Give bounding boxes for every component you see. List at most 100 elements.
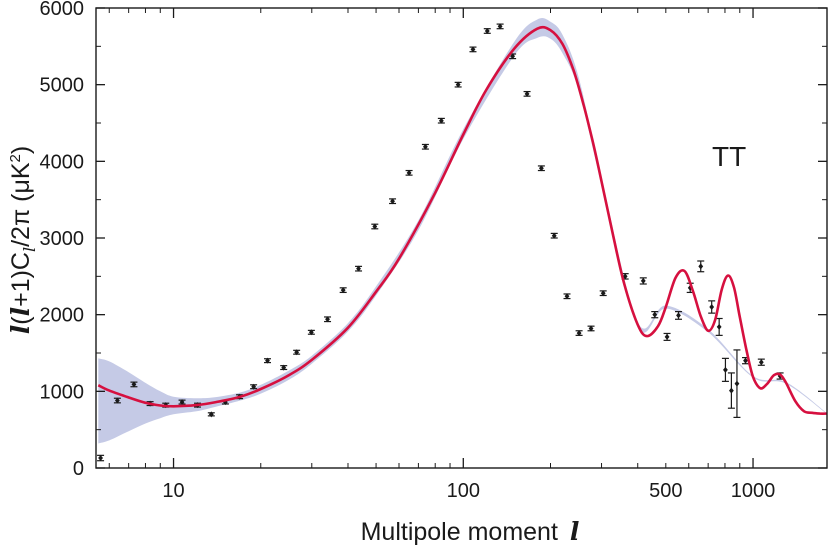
data-point [280, 364, 288, 371]
data-point [389, 198, 397, 205]
data-point [405, 169, 413, 176]
data-point [496, 23, 504, 30]
data-point-marker [208, 411, 214, 418]
data-point [697, 260, 705, 273]
y-tick-label: 1000 [40, 381, 85, 403]
uncertainty-band [98, 18, 828, 444]
y-tick-label: 5000 [40, 75, 85, 97]
data-point [674, 311, 682, 320]
data-point [651, 311, 659, 319]
x-axis-title-symbol: l [570, 517, 580, 546]
data-point [324, 316, 332, 323]
model-curve-layer [97, 25, 828, 415]
y-axis-title-l2: l [6, 307, 35, 317]
data-point-marker [294, 349, 300, 356]
x-tick-label: 1000 [731, 480, 776, 502]
y-axis-title-l1: l [6, 325, 35, 335]
data-point [483, 28, 491, 34]
data-point [178, 399, 186, 406]
y-axis-title-close: ) [7, 146, 35, 154]
data-point-marker [422, 143, 428, 150]
data-point [339, 287, 347, 294]
data-point [575, 330, 583, 337]
data-point [307, 329, 315, 336]
data-point-marker [576, 330, 582, 337]
data-point-marker [524, 90, 530, 97]
data-point [207, 411, 215, 418]
data-point-marker [723, 366, 728, 373]
data-point-marker [588, 325, 594, 332]
y-axis-title-cl: +1)C [7, 252, 35, 307]
x-axis-title-text: Multipole moment [361, 518, 558, 546]
data-point [454, 81, 462, 88]
data-point-marker [510, 53, 516, 60]
y-tick-label: 3000 [40, 228, 85, 250]
data-point [721, 357, 729, 382]
data-point [437, 117, 445, 124]
y-axis-title-subscript: l [20, 247, 39, 252]
spectrum-annotation-tt: TT [712, 141, 746, 172]
y-axis-title: l(l+1)Cl/2π (μK2) [6, 146, 39, 334]
data-point-marker [251, 383, 257, 390]
data-point-marker [390, 198, 395, 205]
data-point [727, 372, 735, 409]
x-tick-label: 10 [162, 480, 184, 502]
data-point [663, 332, 671, 341]
y-tick-label: 6000 [40, 0, 85, 20]
data-point-marker [664, 333, 670, 340]
data-point-marker [676, 312, 681, 319]
data-point [742, 357, 750, 365]
uncertainty-band-layer [98, 18, 828, 444]
data-point [563, 293, 571, 300]
data-point [371, 223, 379, 230]
y-axis-title-units: /2π (μK [7, 162, 35, 247]
data-point-marker [281, 364, 287, 371]
data-point [113, 397, 121, 404]
data-point-marker [308, 329, 314, 336]
data-point [537, 165, 545, 172]
data-point [355, 265, 363, 272]
data-point [550, 232, 558, 239]
data-point-marker [709, 304, 715, 310]
data-point-marker [600, 290, 606, 297]
data-point-marker [98, 455, 103, 462]
data-point-marker [564, 293, 570, 300]
data-point [250, 383, 258, 390]
data-point [715, 317, 723, 336]
data-point-marker [743, 357, 748, 364]
y-axis-title-paren: ( [7, 316, 35, 325]
data-point-marker [455, 81, 461, 88]
data-point-marker [640, 277, 646, 284]
data-point-marker [728, 387, 734, 394]
data-point-marker [497, 23, 503, 30]
y-tick-label: 4000 [40, 151, 85, 173]
data-point [587, 325, 595, 332]
x-tick-label: 500 [649, 480, 682, 502]
data-point-marker [758, 359, 764, 366]
y-axis-title-superscript: 2 [7, 154, 24, 162]
data-point [639, 277, 647, 285]
data-point-marker [265, 357, 270, 364]
data-point [263, 357, 271, 364]
data-point [733, 349, 741, 418]
data-point [599, 290, 607, 297]
data-point [523, 90, 531, 97]
data-point-marker [406, 169, 412, 176]
data-point-marker [734, 380, 740, 387]
data-point [757, 358, 765, 366]
data-point-marker [325, 316, 330, 323]
data-point-marker [131, 381, 137, 388]
y-tick-label: 2000 [40, 305, 85, 327]
data-point-marker [698, 263, 704, 270]
data-point-marker [372, 223, 378, 230]
data-point-marker [652, 311, 658, 318]
x-tick-label: 100 [447, 480, 480, 502]
data-point-marker [484, 28, 490, 34]
data-point [130, 381, 138, 388]
data-point-marker [538, 165, 544, 172]
data-point-marker [716, 323, 722, 330]
data-point-marker [551, 232, 557, 239]
y-tick-label: 0 [73, 458, 84, 480]
data-point [421, 143, 429, 150]
